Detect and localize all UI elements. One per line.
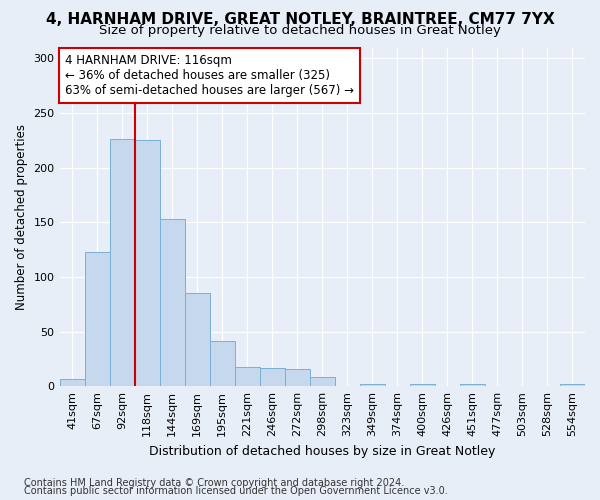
Text: Size of property relative to detached houses in Great Notley: Size of property relative to detached ho… xyxy=(99,24,501,37)
Bar xyxy=(260,368,285,386)
Y-axis label: Number of detached properties: Number of detached properties xyxy=(15,124,28,310)
Bar xyxy=(360,384,385,386)
X-axis label: Distribution of detached houses by size in Great Notley: Distribution of detached houses by size … xyxy=(149,444,496,458)
Text: 4, HARNHAM DRIVE, GREAT NOTLEY, BRAINTREE, CM77 7YX: 4, HARNHAM DRIVE, GREAT NOTLEY, BRAINTRE… xyxy=(46,12,554,28)
Bar xyxy=(59,378,85,386)
Bar xyxy=(460,384,485,386)
Text: Contains public sector information licensed under the Open Government Licence v3: Contains public sector information licen… xyxy=(24,486,448,496)
Bar xyxy=(285,368,310,386)
Bar xyxy=(134,140,160,386)
Bar xyxy=(560,384,585,386)
Bar xyxy=(185,294,209,386)
Bar xyxy=(110,140,134,386)
Bar xyxy=(235,366,260,386)
Bar xyxy=(160,219,185,386)
Text: 4 HARNHAM DRIVE: 116sqm
← 36% of detached houses are smaller (325)
63% of semi-d: 4 HARNHAM DRIVE: 116sqm ← 36% of detache… xyxy=(65,54,354,98)
Bar xyxy=(85,252,110,386)
Bar xyxy=(410,384,435,386)
Bar xyxy=(310,378,335,386)
Text: Contains HM Land Registry data © Crown copyright and database right 2024.: Contains HM Land Registry data © Crown c… xyxy=(24,478,404,488)
Bar xyxy=(209,342,235,386)
